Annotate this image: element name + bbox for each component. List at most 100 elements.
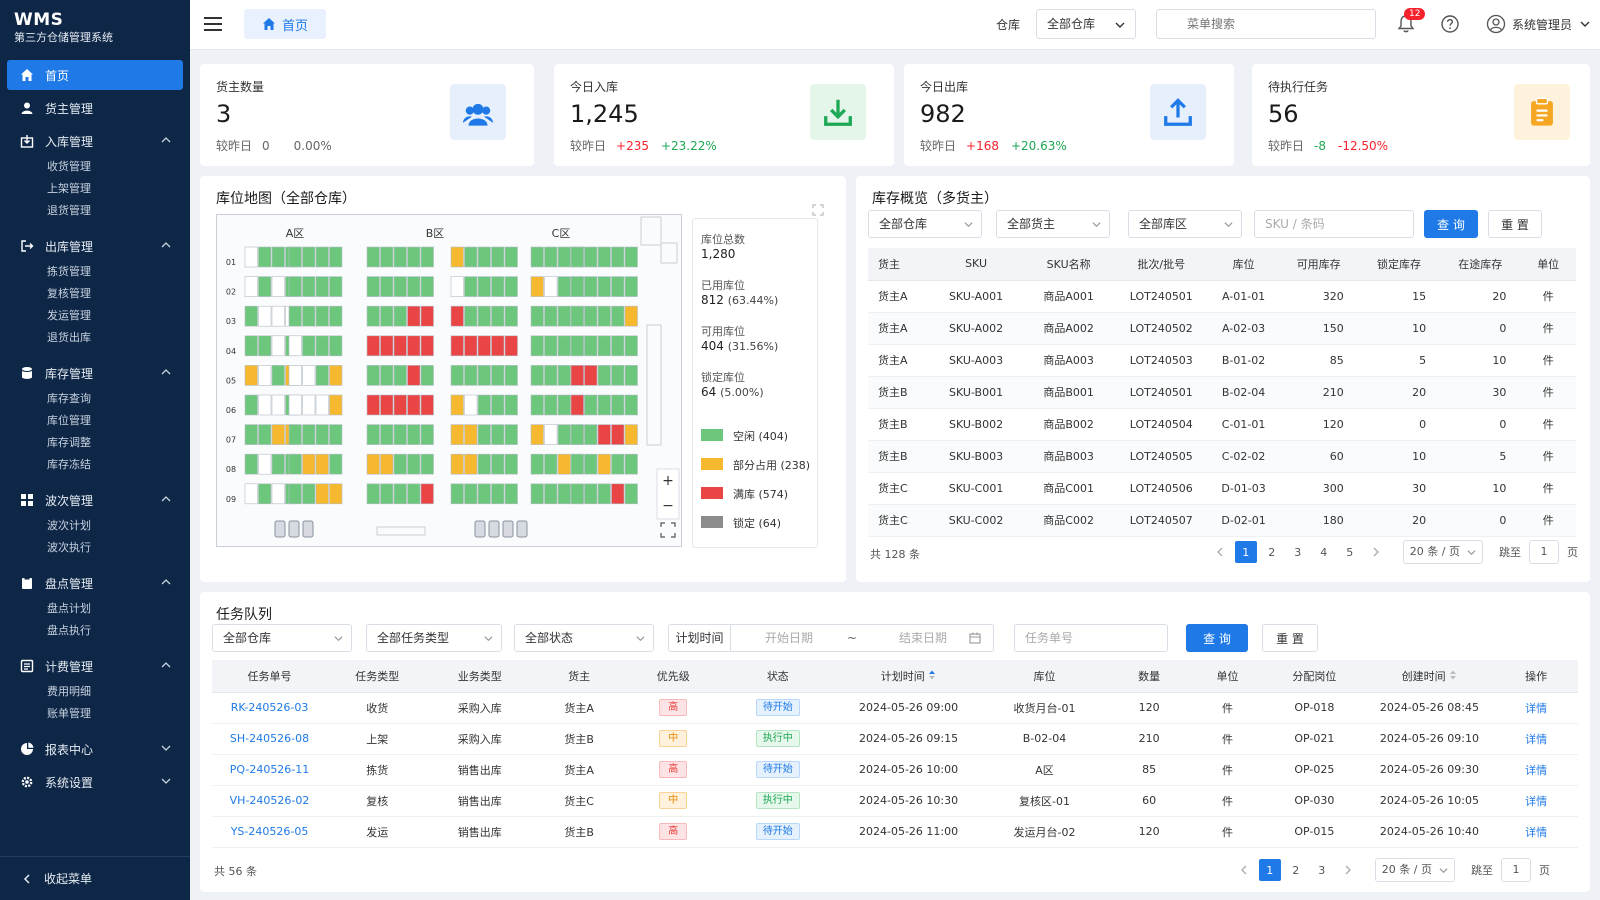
table-row[interactable]: SH-240526-08 上架 采购入库 货主B 中 执行中 2024-05-26 09:1… [212,723,1578,755]
page-size-select[interactable]: 20 条 / 页 [1402,540,1483,564]
expand-icon[interactable] [812,204,824,216]
sidebar-subitem[interactable]: 费用明细 [47,685,91,698]
sidebar-item-4[interactable]: 库存管理 [7,358,183,388]
sidebar-subitem[interactable]: 波次计划 [47,519,91,532]
sidebar-item-2[interactable]: 入库管理 [7,126,183,156]
menu-search-input[interactable] [1156,9,1376,39]
detail-link[interactable]: 详情 [1525,701,1548,715]
sidebar-subitem[interactable]: 盘点执行 [47,624,91,637]
table-row[interactable]: 货主B SKU-B002 商品B002 LOT240504 C-01-01 120 0 0 件 [868,408,1576,441]
table-row[interactable]: 货主A SKU-A003 商品A003 LOT240503 B-01-02 85 5 10 件 [868,344,1576,377]
table-row[interactable]: 货主B SKU-B001 商品B001 LOT240501 B-02-04 210 20 30… [868,376,1576,409]
next-page-icon[interactable] [1337,859,1359,881]
task-no-link[interactable]: RK-240526-03 [230,701,309,714]
warehouse-map[interactable]: A区 B区 C区 01 02 03 04 05 06 07 08 09 收货月台 发运月台 + − [216,214,682,560]
sidebar-subitem[interactable]: 波次执行 [47,541,91,554]
table-row[interactable]: 货主A SKU-A002 商品A002 LOT240502 A-02-03 150 10 0 件 [868,312,1576,345]
table-row[interactable]: 货主A SKU-A001 商品A001 LOT240501 A-01-01 320 15 20… [868,280,1576,313]
sidebar-item-7[interactable]: 计费管理 [7,651,183,681]
sidebar-item-1[interactable]: 货主管理 [7,93,183,123]
page-unit-label: 页 [1539,864,1550,877]
page-number-button[interactable]: 1 [1258,859,1281,881]
detail-link[interactable]: 详情 [1525,763,1548,777]
detail-link[interactable]: 详情 [1525,825,1548,839]
table-row[interactable]: 货主C SKU-C002 商品C002 LOT240507 D-02-01 180 20 0 件 [868,504,1576,537]
sidebar-subitem[interactable]: 库位管理 [47,414,91,427]
collapse-menu-button[interactable]: 收起菜单 [0,856,190,900]
page-number-button[interactable]: 1 [1234,541,1257,563]
sort-icon[interactable] [1449,670,1457,680]
sku-search-input[interactable]: SKU / 条码 [1254,210,1414,238]
sidebar-subitem[interactable]: 拣货管理 [47,265,91,278]
sidebar-subitem[interactable]: 库存冻结 [47,458,91,471]
start-date-input[interactable]: 开始日期 [765,631,814,645]
table-row[interactable]: PQ-240526-11 拣货 销售出库 货主A 高 待开始 2024-05-26 10:0… [212,754,1578,786]
task-no-link[interactable]: YS-240526-05 [230,825,309,838]
detail-link[interactable]: 详情 [1525,732,1548,746]
sidebar-item-9[interactable]: 系统设置 [7,767,183,797]
warehouse-select[interactable]: 全部仓库 [1036,9,1136,39]
end-date-input[interactable]: 结束日期 [899,631,948,645]
page-number-button[interactable]: 4 [1320,545,1328,559]
prev-page-icon[interactable] [1209,541,1231,563]
help-icon[interactable] [1440,14,1460,34]
column-header[interactable]: 计划时间 [835,660,982,693]
sidebar-item-8[interactable]: 报表中心 [7,734,183,764]
zoom-out-button[interactable]: − [662,498,674,514]
storage-cell [315,424,329,445]
sidebar-subitem[interactable]: 库存调整 [47,436,91,449]
sidebar-item-6[interactable]: 盘点管理 [7,568,183,598]
inventory-owner-select[interactable]: 全部货主 [996,210,1110,238]
user-menu[interactable]: 系统管理员 [1486,14,1596,34]
sidebar-item-3[interactable]: 出库管理 [7,231,183,261]
task-warehouse-select[interactable]: 全部仓库 [212,624,352,652]
page-size-select[interactable]: 20 条 / 页 [1374,858,1455,882]
sidebar-subitem[interactable]: 退货出库 [47,331,91,344]
jump-page-input[interactable]: 1 [1529,540,1559,564]
hamburger-menu-icon[interactable] [204,16,222,32]
inventory-reset-button[interactable]: 重 置 [1488,210,1542,238]
plan-time-range[interactable]: 计划时间 开始日期 ~ 结束日期 [668,624,994,652]
page-number-button[interactable]: 2 [1268,545,1276,559]
task-no-link[interactable]: PQ-240526-11 [229,763,310,776]
sidebar-subitem[interactable]: 退货管理 [47,204,91,217]
next-page-icon[interactable] [1365,541,1387,563]
page-number-button[interactable]: 2 [1292,863,1300,877]
task-type-select[interactable]: 全部任务类型 [366,624,502,652]
task-no-link[interactable]: SH-240526-08 [229,732,310,745]
sidebar-item-0[interactable]: 首页 [7,60,183,90]
page-number-button[interactable]: 5 [1346,545,1354,559]
sidebar-subitem[interactable]: 盘点计划 [47,602,91,615]
prev-page-icon[interactable] [1233,859,1255,881]
sidebar-subitem[interactable]: 收货管理 [47,160,91,173]
sidebar-subitem[interactable]: 账单管理 [47,707,91,720]
sidebar-subitem[interactable]: 复核管理 [47,287,91,300]
task-reset-button[interactable]: 重 置 [1262,624,1318,652]
sidebar-subitem[interactable]: 发运管理 [47,309,91,322]
table-row[interactable]: VH-240526-02 复核 销售出库 货主C 中 执行中 2024-05-26 10:3… [212,785,1578,817]
zoom-in-button[interactable]: + [662,473,674,489]
jump-page-input[interactable]: 1 [1501,858,1531,882]
sidebar-subitem[interactable]: 库存查询 [47,392,91,405]
inventory-query-button[interactable]: 查 询 [1424,210,1478,238]
task-query-button[interactable]: 查 询 [1186,624,1248,652]
inventory-warehouse-select[interactable]: 全部仓库 [868,210,982,238]
column-header[interactable]: 创建时间 [1364,660,1495,693]
task-no-input[interactable]: 任务单号 [1014,624,1168,652]
table-row[interactable]: 货主B SKU-B003 商品B003 LOT240505 C-02-02 60 10 5 件 [868,440,1576,473]
fullscreen-icon[interactable] [660,522,676,538]
table-row[interactable]: 货主C SKU-C001 商品C001 LOT240506 D-01-03 300 30 10… [868,472,1576,505]
page-number-button[interactable]: 3 [1294,545,1302,559]
sort-icon[interactable] [928,670,936,680]
table-row[interactable]: RK-240526-03 收货 采购入库 货主A 高 待开始 2024-05-26 09:0… [212,692,1578,724]
sidebar-subitem[interactable]: 上架管理 [47,182,91,195]
detail-link[interactable]: 详情 [1525,794,1548,808]
sidebar-item-5[interactable]: 波次管理 [7,485,183,515]
task-status-select[interactable]: 全部状态 [514,624,654,652]
task-no-link[interactable]: VH-240526-02 [229,794,310,807]
table-row[interactable]: YS-240526-05 发运 销售出库 货主B 高 待开始 2024-05-26 11:0… [212,816,1578,848]
inventory-zone-select[interactable]: 全部库区 [1128,210,1242,238]
tab-home[interactable]: 首页 [244,9,326,39]
zoom-controls[interactable] [656,468,680,520]
page-number-button[interactable]: 3 [1318,863,1326,877]
